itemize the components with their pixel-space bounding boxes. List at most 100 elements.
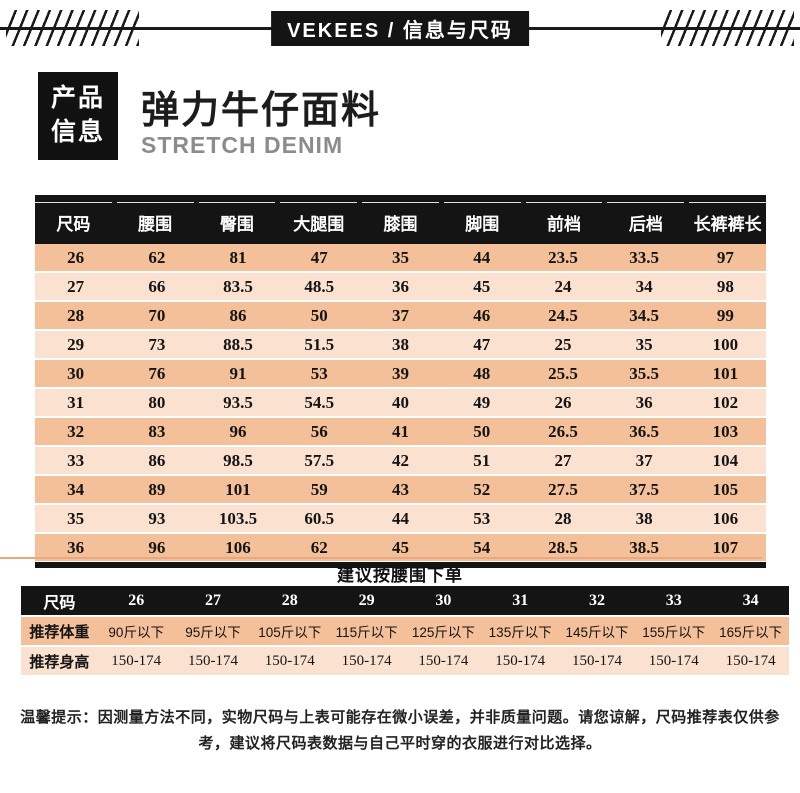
- suggestion-cell: 135斤以下: [488, 625, 552, 640]
- suggestion-column-header: 29: [358, 591, 375, 609]
- size-cell: 44: [391, 508, 409, 528]
- size-cell: 28: [554, 508, 572, 528]
- size-cell: 23.5: [548, 247, 578, 267]
- suggestion-body: 推荐体重 90斤以下 95斤以下 105斤以下 115斤以下 125斤以下 135斤以下 14…: [21, 617, 789, 675]
- suggestion-cell: 115斤以下: [335, 625, 398, 640]
- suggestion-cell: 105斤以下: [258, 625, 322, 640]
- size-cell: 43: [391, 479, 409, 499]
- size-column-header: 前档: [525, 202, 603, 244]
- size-table-row: 27 66 83.5 48.5 36 45 24 34 98: [35, 273, 766, 300]
- size-cell: 53: [310, 363, 328, 383]
- product-info-badge: 产品 信息: [38, 72, 118, 160]
- size-cell: 38.5: [629, 537, 660, 557]
- accent-divider: [0, 557, 762, 559]
- size-table-row: 26 62 81 47 35 44 23.5 33.5 97: [35, 244, 766, 271]
- suggestion-cell: 150-174: [187, 652, 238, 669]
- size-cell: 98: [716, 276, 734, 296]
- size-cell: 44: [473, 247, 491, 267]
- size-column-header: 臀围: [198, 202, 276, 244]
- suggestion-cell: 90斤以下: [108, 625, 164, 640]
- product-title: 弹力牛仔面料: [141, 90, 382, 132]
- product-subtitle: STRETCH DENIM: [141, 132, 344, 158]
- suggestion-cell: 125斤以下: [411, 625, 475, 640]
- size-cell: 36: [67, 537, 85, 557]
- size-table-row: 36 96 106 62 45 54 28.5 38.5 107: [35, 534, 766, 561]
- top-banner: VEKEES / 信息与尺码: [0, 10, 800, 46]
- size-cell: 54.5: [304, 392, 335, 412]
- size-cell: 99: [716, 305, 734, 325]
- size-cell: 33.5: [629, 247, 660, 267]
- size-cell: 104: [712, 450, 739, 470]
- size-table-row: 33 86 98.5 57.5 42 51 27 37 104: [35, 447, 766, 474]
- size-cell: 27.5: [548, 479, 578, 499]
- size-cell: 89: [148, 479, 166, 499]
- size-cell: 70: [148, 305, 166, 325]
- suggestion-cell: 150-174: [495, 652, 546, 669]
- size-table: 尺码 腰围 臀围 大腿围 膝围 脚围 前档 后档 长裤裤长 26 62 81 47 35 44 23.5 33…: [35, 195, 766, 568]
- suggestion-table: 尺码 26 27 28 29 30 31 32 33 34 推荐体重 90斤以下 95斤以下 105斤以…: [21, 586, 789, 675]
- hatch-left-decoration: [6, 10, 139, 46]
- size-cell: 33: [67, 450, 85, 470]
- size-cell: 46: [473, 305, 491, 325]
- size-column-header: 长裤裤长: [689, 202, 766, 244]
- size-table-body: 26 62 81 47 35 44 23.5 33.5 97 27 66 83.5 48.5 36 45 24…: [35, 244, 766, 561]
- suggestion-cell: 145斤以下: [565, 625, 629, 640]
- size-column-header: 后档: [607, 202, 685, 244]
- size-table-header: 尺码 腰围 臀围 大腿围 膝围 脚围 前档 后档 长裤裤长: [35, 195, 766, 244]
- size-cell: 60.5: [304, 508, 335, 528]
- size-cell: 35: [391, 247, 409, 267]
- size-cell: 105: [712, 479, 739, 499]
- suggestion-cell: 150-174: [571, 652, 622, 669]
- size-cell: 36.5: [629, 421, 660, 441]
- size-cell: 24.5: [548, 305, 578, 325]
- suggestion-column-header: 尺码: [43, 594, 76, 612]
- size-table-row: 29 73 88.5 51.5 38 47 25 35 100: [35, 331, 766, 358]
- size-table-row: 30 76 91 53 39 48 25.5 35.5 101: [35, 360, 766, 387]
- size-cell: 27: [554, 450, 572, 470]
- size-cell: 36: [391, 276, 409, 296]
- size-cell: 27: [67, 276, 85, 296]
- size-cell: 91: [229, 363, 247, 383]
- size-cell: 66: [148, 276, 166, 296]
- size-cell: 81: [229, 247, 247, 267]
- size-cell: 62: [148, 247, 166, 267]
- size-cell: 28.5: [548, 537, 578, 557]
- size-cell: 28: [67, 305, 85, 325]
- size-table-header-row: 尺码 腰围 臀围 大腿围 膝围 脚围 前档 后档 长裤裤长: [35, 202, 766, 244]
- size-cell: 26.5: [548, 421, 578, 441]
- size-table-row: 28 70 86 50 37 46 24.5 34.5 99: [35, 302, 766, 329]
- size-cell: 45: [391, 537, 409, 557]
- size-column-header: 大腿围: [280, 202, 358, 244]
- product-title-group: 弹力牛仔面料 STRETCH DENIM: [141, 72, 381, 160]
- size-cell: 57.5: [304, 450, 335, 470]
- size-cell: 41: [391, 421, 409, 441]
- suggestion-cell: 150-174: [418, 652, 469, 669]
- size-cell: 49: [473, 392, 491, 412]
- size-column-header: 脚围: [443, 202, 521, 244]
- size-cell: 35.5: [629, 363, 660, 383]
- size-cell: 37: [635, 450, 653, 470]
- size-cell: 34: [67, 479, 85, 499]
- size-cell: 35: [67, 508, 85, 528]
- suggestion-column-header: 30: [435, 591, 452, 609]
- size-table-row: 35 93 103.5 60.5 44 53 28 38 106: [35, 505, 766, 532]
- suggestion-cell: 95斤以下: [185, 625, 241, 640]
- size-cell: 26: [67, 247, 85, 267]
- size-cell: 73: [148, 334, 166, 354]
- hatch-right-decoration: [661, 10, 794, 46]
- size-cell: 26: [554, 392, 572, 412]
- size-cell: 25.5: [548, 363, 578, 383]
- size-cell: 103.5: [218, 508, 258, 528]
- size-cell: 93.5: [223, 392, 253, 412]
- suggestion-column-header: 26: [128, 591, 145, 609]
- size-cell: 76: [148, 363, 166, 383]
- size-cell: 98.5: [223, 450, 253, 470]
- suggestion-cell: 165斤以下: [719, 625, 783, 640]
- size-cell: 96: [148, 537, 166, 557]
- size-cell: 37: [391, 305, 409, 325]
- badge-line1: 产品: [50, 84, 105, 113]
- size-cell: 83: [148, 421, 166, 441]
- suggestion-cell: 155斤以下: [642, 625, 706, 640]
- size-cell: 83.5: [223, 276, 253, 296]
- size-table-row: 32 83 96 56 41 50 26.5 36.5 103: [35, 418, 766, 445]
